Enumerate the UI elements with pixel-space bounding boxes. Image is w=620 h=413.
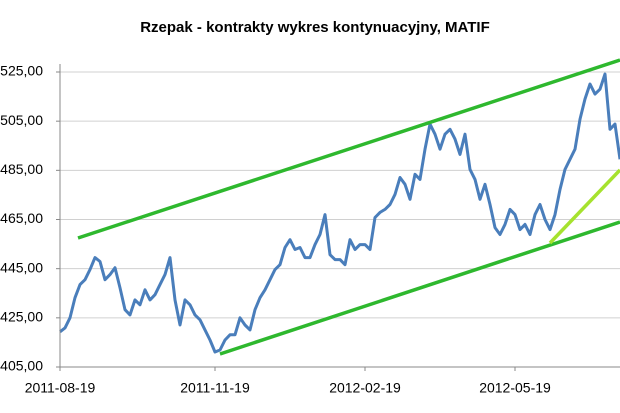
x-tick-label: 2012-02-19 xyxy=(329,380,401,396)
lower-channel-line xyxy=(219,220,620,356)
y-tick-label: 405,00 xyxy=(0,358,43,374)
y-tick-label: 485,00 xyxy=(0,161,43,177)
chart-title: Rzepak - kontrakty wykres kontynuacyjny,… xyxy=(140,19,490,36)
y-tick-label: 425,00 xyxy=(0,309,43,325)
x-tick-label: 2011-08-19 xyxy=(25,380,96,396)
y-tick-label: 525,00 xyxy=(0,63,43,79)
price-line xyxy=(59,72,620,354)
upper-channel-line xyxy=(77,58,620,240)
y-tick-label: 465,00 xyxy=(0,210,43,226)
x-tick-label: 2012-05-19 xyxy=(479,380,551,396)
y-tick-label: 505,00 xyxy=(0,112,43,128)
y-tick-label: 445,00 xyxy=(0,259,43,275)
x-tick-label: 2011-11-19 xyxy=(180,380,250,396)
support-line xyxy=(548,168,620,245)
